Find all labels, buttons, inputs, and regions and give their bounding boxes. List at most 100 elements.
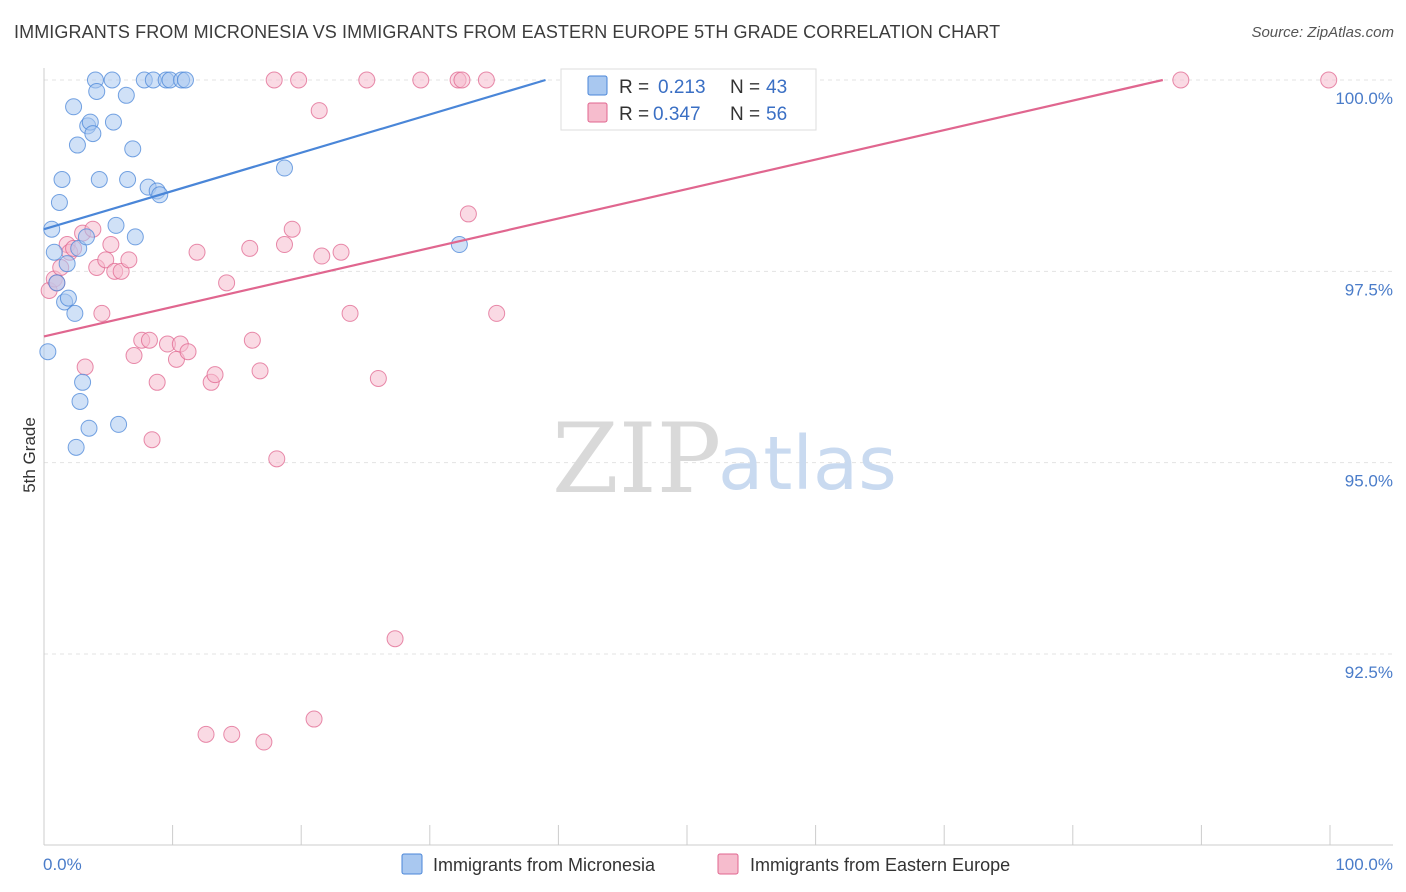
y-axis-label: 5th Grade — [20, 417, 39, 493]
data-point — [90, 170, 108, 188]
watermark-zip: ZIP — [552, 403, 721, 515]
data-point — [74, 373, 92, 391]
data-point — [341, 304, 359, 322]
data-point — [65, 98, 83, 116]
data-point — [125, 347, 143, 365]
data-point — [223, 725, 241, 743]
series-legend: Immigrants from Micronesia Immigrants fr… — [401, 853, 1010, 875]
stats-n-label-blue: N = — [730, 77, 760, 98]
data-point — [179, 343, 197, 361]
data-point — [251, 362, 269, 380]
data-point — [124, 140, 142, 158]
y-tick-label: 100.0% — [1335, 89, 1393, 108]
watermark-atlas: atlas — [718, 421, 897, 507]
data-point — [50, 193, 68, 211]
stats-swatch-blue — [587, 75, 608, 96]
data-point — [283, 220, 301, 238]
data-point — [310, 102, 328, 120]
data-point — [76, 358, 94, 376]
data-point — [104, 113, 122, 131]
data-point — [140, 331, 158, 349]
data-point — [110, 415, 128, 433]
x-tick-label-min: 0.0% — [43, 855, 82, 874]
stats-r-value-blue: 0.213 — [658, 77, 706, 98]
legend-swatch-eastern-europe — [717, 853, 739, 875]
data-point — [176, 71, 194, 89]
trend-line-eastern-europe — [43, 78, 1164, 338]
x-tick-label-max: 100.0% — [1335, 855, 1393, 874]
data-point — [143, 431, 161, 449]
data-point — [93, 304, 111, 322]
data-point — [459, 205, 477, 223]
data-point — [369, 369, 387, 387]
data-point — [412, 71, 430, 89]
data-point — [332, 243, 350, 261]
data-point — [265, 71, 283, 89]
data-point — [88, 82, 106, 100]
data-point — [39, 343, 57, 361]
data-point — [102, 236, 120, 254]
data-point — [206, 366, 224, 384]
data-point — [197, 725, 215, 743]
data-point — [53, 170, 71, 188]
stats-legend: R = 0.213 N = 43 R = 0.347 N = 56 — [560, 68, 817, 131]
data-point — [71, 392, 89, 410]
data-point — [313, 247, 331, 265]
chart-title: IMMIGRANTS FROM MICRONESIA VS IMMIGRANTS… — [14, 22, 1001, 42]
data-point — [48, 274, 66, 292]
data-point — [1320, 71, 1338, 89]
data-point — [488, 304, 506, 322]
data-point — [107, 216, 125, 234]
data-point — [268, 450, 286, 468]
data-point — [84, 125, 102, 143]
legend-label-eastern-europe: Immigrants from Eastern Europe — [750, 855, 1010, 875]
data-point — [148, 373, 166, 391]
y-tick-label: 92.5% — [1345, 663, 1393, 682]
data-point — [275, 236, 293, 254]
trend-line-micronesia — [43, 78, 546, 231]
stats-n-label-pink: N = — [730, 104, 760, 125]
legend-label-micronesia: Immigrants from Micronesia — [433, 855, 656, 875]
data-point — [386, 630, 404, 648]
data-point — [358, 71, 376, 89]
data-point — [275, 159, 293, 177]
data-point — [119, 170, 137, 188]
y-tick-label: 95.0% — [1345, 472, 1393, 491]
data-point — [243, 331, 261, 349]
data-point — [290, 71, 308, 89]
data-point — [67, 438, 85, 456]
data-point — [58, 255, 76, 273]
source-attribution: Source: ZipAtlas.com — [1251, 24, 1394, 41]
data-point — [66, 304, 84, 322]
stats-r-value-pink: 0.347 — [653, 104, 701, 125]
y-tick-label: 97.5% — [1345, 280, 1393, 299]
data-point — [477, 71, 495, 89]
data-point — [68, 136, 86, 154]
axes — [43, 68, 1393, 846]
gridlines — [44, 79, 1393, 655]
stats-n-value-pink: 56 — [766, 104, 787, 125]
data-point — [77, 228, 95, 246]
data-point — [97, 251, 115, 269]
trend-lines — [43, 78, 1164, 338]
legend-swatch-micronesia — [401, 853, 423, 875]
stats-r-label-pink: R = — [619, 104, 649, 125]
data-point — [117, 86, 135, 104]
data-point — [1172, 71, 1190, 89]
y-tick-labels: 92.5% 95.0% 97.5% 100.0% — [1335, 89, 1393, 682]
data-point — [120, 251, 138, 269]
data-point — [188, 243, 206, 261]
data-point — [255, 733, 273, 751]
stats-n-value-blue: 43 — [766, 77, 787, 98]
data-point — [126, 228, 144, 246]
data-point — [45, 243, 63, 261]
data-point — [103, 71, 121, 89]
data-point — [241, 239, 259, 257]
series-micronesia-points — [39, 71, 468, 456]
data-point — [80, 419, 98, 437]
data-point — [453, 71, 471, 89]
stats-r-label-blue: R = — [619, 77, 649, 98]
data-point — [59, 289, 77, 307]
stats-swatch-pink — [587, 102, 608, 123]
